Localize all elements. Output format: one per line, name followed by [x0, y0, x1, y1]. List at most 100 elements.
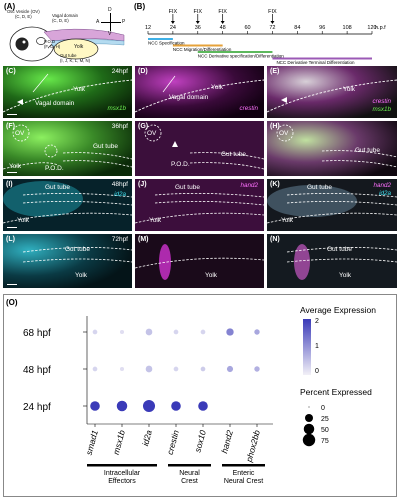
panel-a-embryo-schematic [9, 26, 125, 62]
panel-f-yolk: Yolk [9, 163, 22, 170]
panel-k-gene1: hand2 [373, 182, 391, 189]
dotplot-dot [254, 366, 260, 372]
yolk-label-a: Yolk [74, 44, 84, 50]
dotplot-dot [198, 401, 208, 411]
panel-i-label: (I) [6, 181, 13, 188]
timeline-bar [148, 38, 173, 40]
panel-c-time: 24hpf [111, 68, 128, 75]
panel-l-time: 72hpf [111, 236, 128, 243]
compass-rose: D V A P [96, 7, 125, 37]
legend-avg-tick: 0 [315, 368, 319, 375]
legend-pct-dot [308, 406, 310, 408]
otic-letters: (C, D, E) [15, 13, 32, 19]
panel-n-gut: Gut tube [327, 246, 352, 253]
panel-d-gene: crestin [239, 105, 258, 112]
panel-i: (I) 48hpf id2a Gut tube Yolk [3, 179, 132, 231]
panel-f-pod: P.O.D. [45, 165, 64, 172]
dotplot-dot [92, 366, 98, 372]
compass-a: A [96, 19, 100, 25]
dotplot-x-label: id2a [140, 429, 154, 447]
panel-m: (M) Yolk [135, 234, 264, 288]
dotplot-x-label: sox10 [192, 429, 208, 454]
panel-o-frame [3, 294, 397, 497]
gut-tube-label-a: Gut tube [60, 53, 77, 58]
legend-pct-tick: 25 [321, 416, 329, 423]
panel-h-ov: OV [279, 130, 289, 137]
legend-pct-tick: 75 [321, 438, 329, 445]
dotplot-y-label: 24 hpf [23, 402, 51, 413]
timeline-bar-label: NCC Derivative specification/Differentia… [198, 54, 284, 59]
dotplot-dot [200, 329, 206, 335]
panel-l-yolk: Yolk [75, 272, 88, 279]
panel-m-label: (M) [138, 236, 149, 243]
panel-d: (D) crestin Yolk Vagal domain [135, 66, 264, 118]
panel-k-label: (K) [270, 181, 280, 188]
panel-g: (G) OV P.O.D. Gut tube [135, 121, 264, 176]
dotplot-dot [254, 329, 260, 335]
dotplot-dot [116, 400, 128, 412]
timeline-tick-label: 96 [319, 25, 325, 31]
dotplot-dot [119, 366, 125, 372]
dotplot-dot [226, 365, 234, 373]
panel-e-gene1: crestin [372, 98, 391, 105]
timeline-tick-label: 84 [294, 25, 300, 31]
panel-b-label: (B) [134, 2, 146, 11]
compass-v: V [108, 31, 112, 37]
panel-i-gene: id2a [114, 191, 126, 198]
panel-i-yolk: Yolk [17, 217, 30, 224]
legend-pct-tick: 50 [321, 427, 329, 434]
vagal-domain-label: Vagal domain [52, 13, 78, 18]
panel-m-yolk: Yolk [205, 272, 218, 279]
panel-k-gut: Gut tube [307, 184, 332, 191]
dotplot-x-label: smad1 [84, 429, 100, 456]
timeline-tick-label: 12 [145, 25, 151, 31]
dotplot-dot [173, 366, 179, 372]
panel-h-label: (H) [270, 123, 280, 130]
fix-label: FIX [169, 9, 178, 15]
panel-l-gut: Gut tube [65, 246, 90, 253]
legend-avg-colorbar [303, 319, 311, 375]
timeline-bar-label: NCC Specification [148, 41, 185, 46]
panel-d-vagal: Vagal domain [169, 94, 209, 101]
legend-pct-dot [304, 413, 314, 423]
dotplot-dot [145, 328, 153, 336]
panel-n: (N) Gut tube Yolk [267, 234, 397, 288]
fix-label: FIX [193, 9, 202, 15]
panel-c: (C) 24hpf msx1b Yolk Vagal domain [3, 66, 132, 118]
panel-o-label: (O) [6, 298, 18, 307]
group-label: Crest [181, 478, 198, 485]
timeline-tick-label: 60 [244, 25, 250, 31]
panel-d-yolk: Yolk [211, 84, 224, 91]
dotplot-y-label: 48 hpf [23, 365, 51, 376]
eye-icon [15, 37, 29, 51]
timeline-bar-label: NCC Migration/Differentiation [173, 47, 232, 52]
panel-f-time: 36hpf [111, 123, 128, 130]
dotplot-dot [119, 329, 125, 335]
dotplot-dot [226, 328, 234, 336]
panel-g-gut: Gut tube [221, 151, 246, 158]
panel-h-gut: Gut tube [355, 147, 380, 154]
legend-avg-title: Average Expression [300, 305, 376, 315]
fix-arrowhead [195, 21, 200, 24]
panel-i-gut: Gut tube [45, 184, 70, 191]
panel-j-gut: Gut tube [175, 184, 200, 191]
panel-f: (F) 36hpf OV Yolk Gut tube P.O.D. [3, 121, 132, 176]
dotplot-dot [200, 366, 206, 372]
group-bar [87, 464, 157, 467]
panel-j-label: (J) [138, 181, 147, 188]
panel-k: (K) hand2 id2a Gut tube Yolk [267, 179, 397, 231]
timeline-tick-label: 108 [343, 25, 352, 31]
timeline-bar [272, 57, 372, 60]
group-label: Enteric [233, 470, 255, 477]
panel-a-label: (A) [4, 2, 16, 11]
panel-i-time: 48hpf [111, 181, 128, 188]
panel-e-label: (E) [270, 68, 280, 75]
panel-e-gene2: msx1b [372, 106, 391, 113]
dotplot-dot [142, 399, 156, 413]
gut-letters: (I, J, K, L, M, N) [60, 57, 91, 63]
scale-bar [7, 113, 17, 115]
legend-pct-dot [303, 423, 315, 435]
pod-letters: (F, G, H) [44, 43, 61, 49]
legend-avg-tick: 1 [315, 343, 319, 350]
fix-label: FIX [218, 9, 227, 15]
